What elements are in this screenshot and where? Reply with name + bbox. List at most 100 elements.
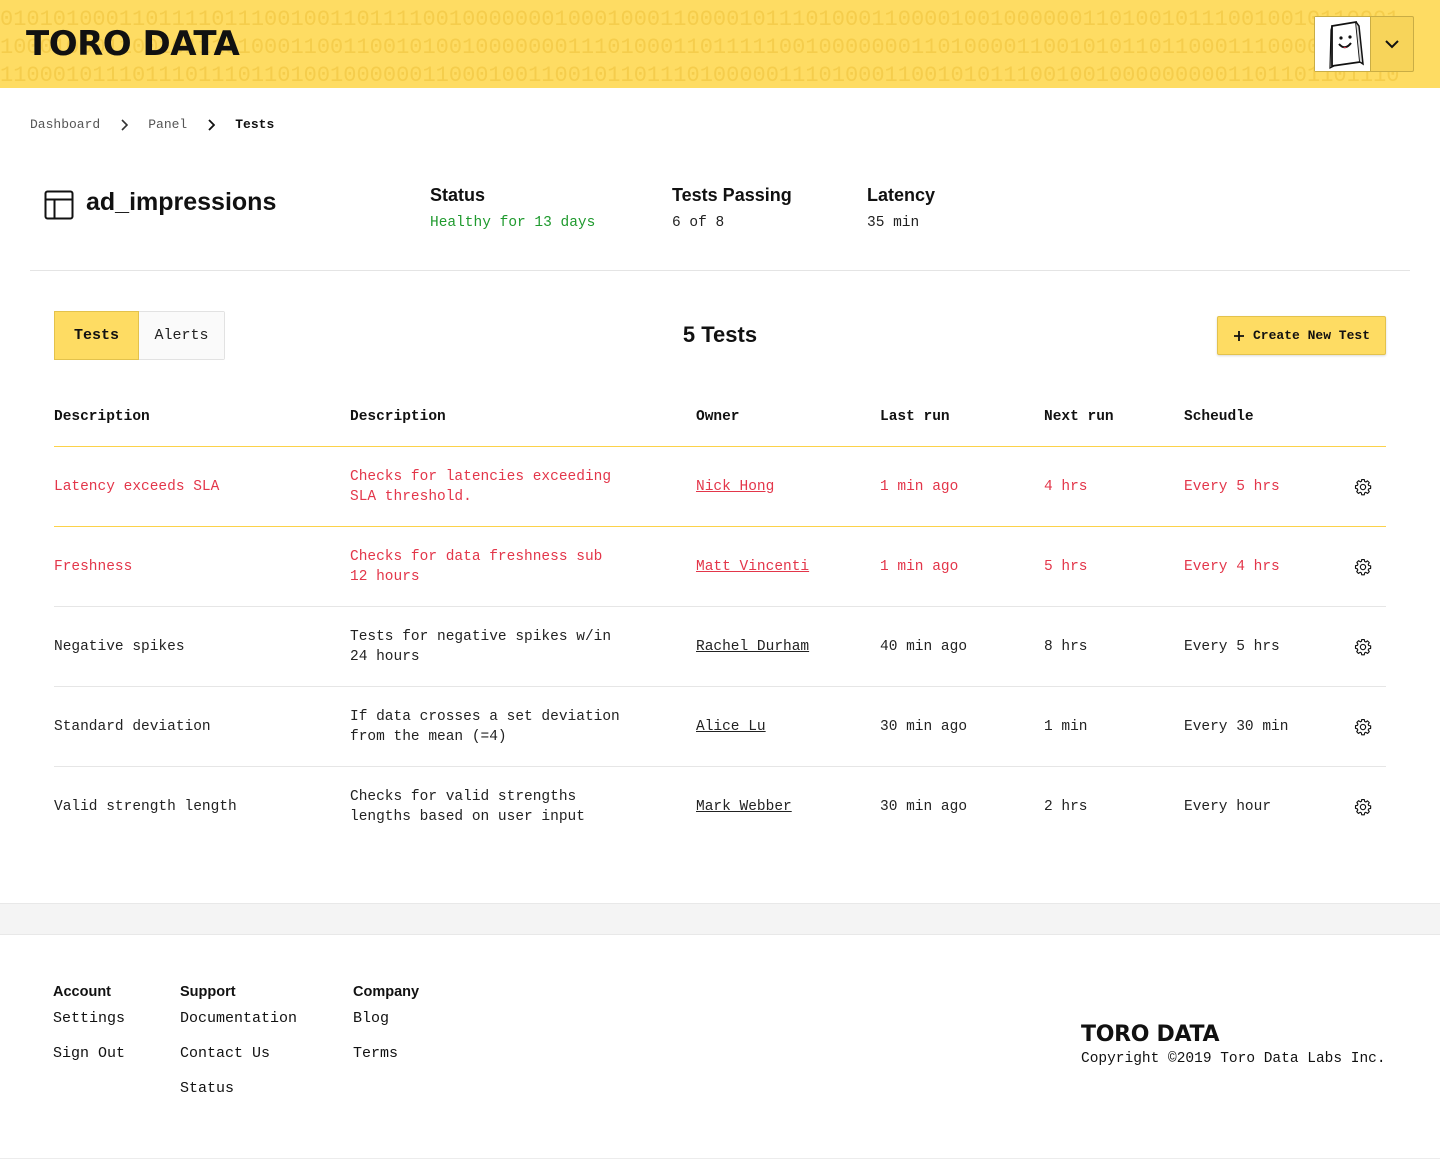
plus-icon <box>1233 330 1245 342</box>
binary-row-1: 0101010001101111011100100110111100100000… <box>0 7 1400 32</box>
breadcrumb-panel[interactable]: Panel <box>148 117 188 132</box>
test-name: Valid strength length <box>54 799 237 815</box>
schedule: Every hour <box>1184 799 1272 815</box>
test-description-line: 24 hours <box>350 648 420 665</box>
tab-bar: Tests Alerts <box>54 311 225 360</box>
tests-passing-stat: Tests Passing 6 of 8 <box>672 185 792 231</box>
next-run: 1 min <box>1044 718 1088 735</box>
status-stat: Status Healthy for 13 days <box>430 185 595 231</box>
test-description-line: If data crosses a set deviation <box>350 708 620 725</box>
section-divider <box>30 270 1410 271</box>
test-description-line: Checks for valid strengths <box>350 789 577 805</box>
column-header-description[interactable]: Description <box>54 408 150 425</box>
top-header: 0101010001101111011100100110111100100000… <box>0 0 1440 88</box>
footer-account: Account Settings Sign Out <box>53 984 125 1080</box>
column-header-schedule[interactable]: Scheudle <box>1184 408 1254 425</box>
test-name: Standard deviation <box>54 718 211 735</box>
footer-link-documentation[interactable]: Documentation <box>180 1010 298 1027</box>
last-run: 30 min ago <box>880 718 968 735</box>
test-description-line: SLA threshold. <box>350 488 472 505</box>
footer-link-terms[interactable]: Terms <box>353 1045 399 1062</box>
latency-label: Latency <box>867 185 936 205</box>
test-description: If data crosses a set deviation from the… <box>350 707 696 747</box>
column-header-owner[interactable]: Owner <box>696 408 740 425</box>
gear-icon[interactable] <box>1354 558 1372 576</box>
footer-link-contact-us[interactable]: Contact Us <box>180 1045 271 1062</box>
owner-link[interactable]: Nick Hong <box>696 478 775 495</box>
next-run: 2 hrs <box>1044 799 1088 815</box>
test-description-line: from the mean (=4) <box>350 728 507 745</box>
table-row[interactable]: Freshness Checks for data freshness sub … <box>54 527 1386 607</box>
breadcrumb: Dashboard Panel Tests <box>30 117 274 132</box>
binary-row-3: 1100010111011101110110100100000011000100… <box>0 63 1400 88</box>
column-header-last-run[interactable]: Last run <box>880 408 950 425</box>
test-description: Checks for valid strengths lengths based… <box>350 787 696 827</box>
last-run: 40 min ago <box>880 638 968 655</box>
create-new-test-button[interactable]: Create New Test <box>1217 316 1386 355</box>
gear-icon[interactable] <box>1354 718 1372 736</box>
table-row[interactable]: Negative spikes Tests for negative spike… <box>54 607 1386 687</box>
table-icon <box>44 190 74 225</box>
chevron-right-icon <box>120 118 129 131</box>
latency-stat: Latency 35 min <box>867 185 935 231</box>
schedule: Every 5 hrs <box>1184 478 1280 495</box>
owner-link[interactable]: Rachel Durham <box>696 638 810 655</box>
schedule: Every 5 hrs <box>1184 638 1280 655</box>
footer-link-status[interactable]: Status <box>180 1080 235 1097</box>
user-menu[interactable] <box>1314 16 1414 72</box>
test-description-line: lengths based on user input <box>350 809 585 825</box>
next-run: 8 hrs <box>1044 638 1088 655</box>
footer-logo[interactable]: TORO DATA <box>1081 1022 1220 1047</box>
last-run: 30 min ago <box>880 799 968 815</box>
footer-company: Company Blog Terms <box>353 984 419 1080</box>
owner-link[interactable]: Mark Webber <box>696 799 792 815</box>
chevron-down-icon <box>1385 40 1399 49</box>
column-header-next-run[interactable]: Next run <box>1044 408 1114 425</box>
table-row[interactable]: Valid strength length Checks for valid s… <box>54 767 1386 847</box>
tests-count-heading: 5 Tests <box>682 322 758 347</box>
owner-link[interactable]: Matt Vincenti <box>696 558 810 575</box>
test-description-line: 12 hours <box>350 568 420 585</box>
avatar[interactable] <box>1315 17 1371 71</box>
footer-link-blog[interactable]: Blog <box>353 1010 390 1027</box>
next-run: 4 hrs <box>1044 478 1088 495</box>
test-description: Tests for negative spikes w/in 24 hours <box>350 627 696 667</box>
owner-link[interactable]: Alice Lu <box>696 718 766 735</box>
copyright-text: Copyright ©2019 Toro Data Labs Inc. <box>1081 1051 1386 1067</box>
tests-passing-label: Tests Passing <box>672 185 792 205</box>
binary-pattern: 0101010001101111011100100110111100100000… <box>0 6 1440 88</box>
breadcrumb-dashboard[interactable]: Dashboard <box>30 117 101 132</box>
test-description-line: Checks for latencies exceeding <box>350 468 612 485</box>
page-title: ad_impressions <box>86 188 277 216</box>
test-description: Checks for data freshness sub 12 hours <box>350 547 696 587</box>
footer-heading-support: Support <box>180 984 236 1000</box>
bottom-divider <box>0 1158 1440 1159</box>
user-menu-toggle[interactable] <box>1371 17 1413 71</box>
last-run: 1 min ago <box>880 558 959 575</box>
footer-band <box>0 903 1440 935</box>
tab-tests[interactable]: Tests <box>54 311 139 360</box>
gear-icon[interactable] <box>1354 638 1372 656</box>
status-label: Status <box>430 185 486 205</box>
tests-passing-value: 6 of 8 <box>672 215 725 231</box>
footer-link-sign-out[interactable]: Sign Out <box>53 1045 126 1062</box>
footer-heading-company: Company <box>353 984 420 1000</box>
table-row[interactable]: Standard deviation If data crosses a set… <box>54 687 1386 767</box>
test-description: Checks for latencies exceeding SLA thres… <box>350 467 696 507</box>
table-header: Description Description Owner Last run N… <box>54 387 1386 447</box>
footer-support: Support Documentation Contact Us Status <box>180 984 297 1115</box>
last-run: 1 min ago <box>880 478 959 495</box>
status-value: Healthy for 13 days <box>430 215 596 231</box>
avatar-illustration-icon <box>1328 20 1364 69</box>
table-row[interactable]: Latency exceeds SLA Checks for latencies… <box>54 447 1386 527</box>
brand-logo[interactable]: TORO DATA <box>26 24 240 64</box>
next-run: 5 hrs <box>1044 558 1088 575</box>
footer-link-settings[interactable]: Settings <box>53 1010 126 1027</box>
test-description-line: Checks for data freshness sub <box>350 548 603 565</box>
tab-alerts[interactable]: Alerts <box>139 312 224 359</box>
gear-icon[interactable] <box>1354 478 1372 496</box>
schedule: Every 4 hrs <box>1184 558 1280 575</box>
column-header-description-detail[interactable]: Description <box>350 408 446 425</box>
binary-row-2: 1000100011001011101000110011001010010000… <box>0 35 1400 60</box>
gear-icon[interactable] <box>1354 798 1372 816</box>
